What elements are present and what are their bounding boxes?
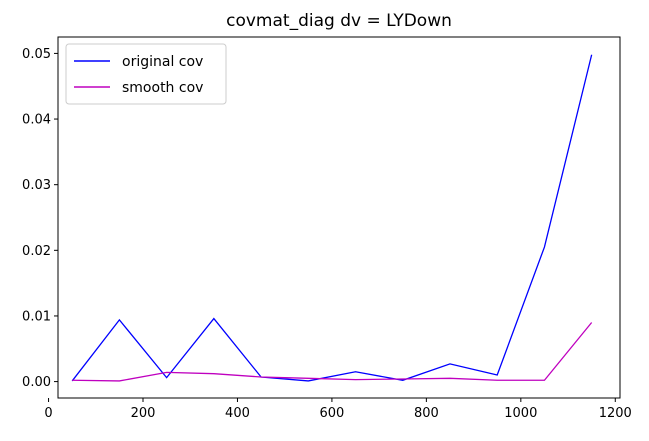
y-tick-label: 0.05	[22, 47, 51, 62]
y-tick-label: 0.00	[22, 375, 51, 390]
series-line-2	[72, 322, 593, 382]
chart-title: covmat_diag dv = LYDown	[226, 11, 452, 31]
x-tick-label: 800	[414, 406, 439, 421]
y-tick-label: 0.04	[22, 113, 51, 128]
y-tick-label: 0.02	[22, 244, 51, 259]
axes-border	[57, 36, 621, 399]
y-tick-label: 0.03	[22, 178, 51, 193]
y-tick-label: 0.01	[22, 309, 51, 324]
axes-frame	[57, 36, 621, 399]
series-layer	[71, 54, 593, 382]
x-tick-label: 1200	[599, 406, 632, 421]
legend-label-2: smooth cov	[122, 80, 203, 96]
legend-box	[65, 43, 227, 105]
x-tick-label: 200	[131, 406, 156, 421]
ticks-layer: 0 200 400 600 800 1000 1200 0.00 0.01 0.02 0.03 0.0…	[22, 47, 632, 421]
x-tick-label: 600	[320, 406, 345, 421]
legend-label-1: original cov	[122, 54, 203, 70]
x-tick-label: 1000	[504, 406, 537, 421]
series-line-1	[71, 54, 593, 382]
x-tick-label: 0	[44, 406, 52, 421]
legend: original cov smooth cov	[65, 43, 227, 105]
x-tick-label: 400	[225, 406, 250, 421]
